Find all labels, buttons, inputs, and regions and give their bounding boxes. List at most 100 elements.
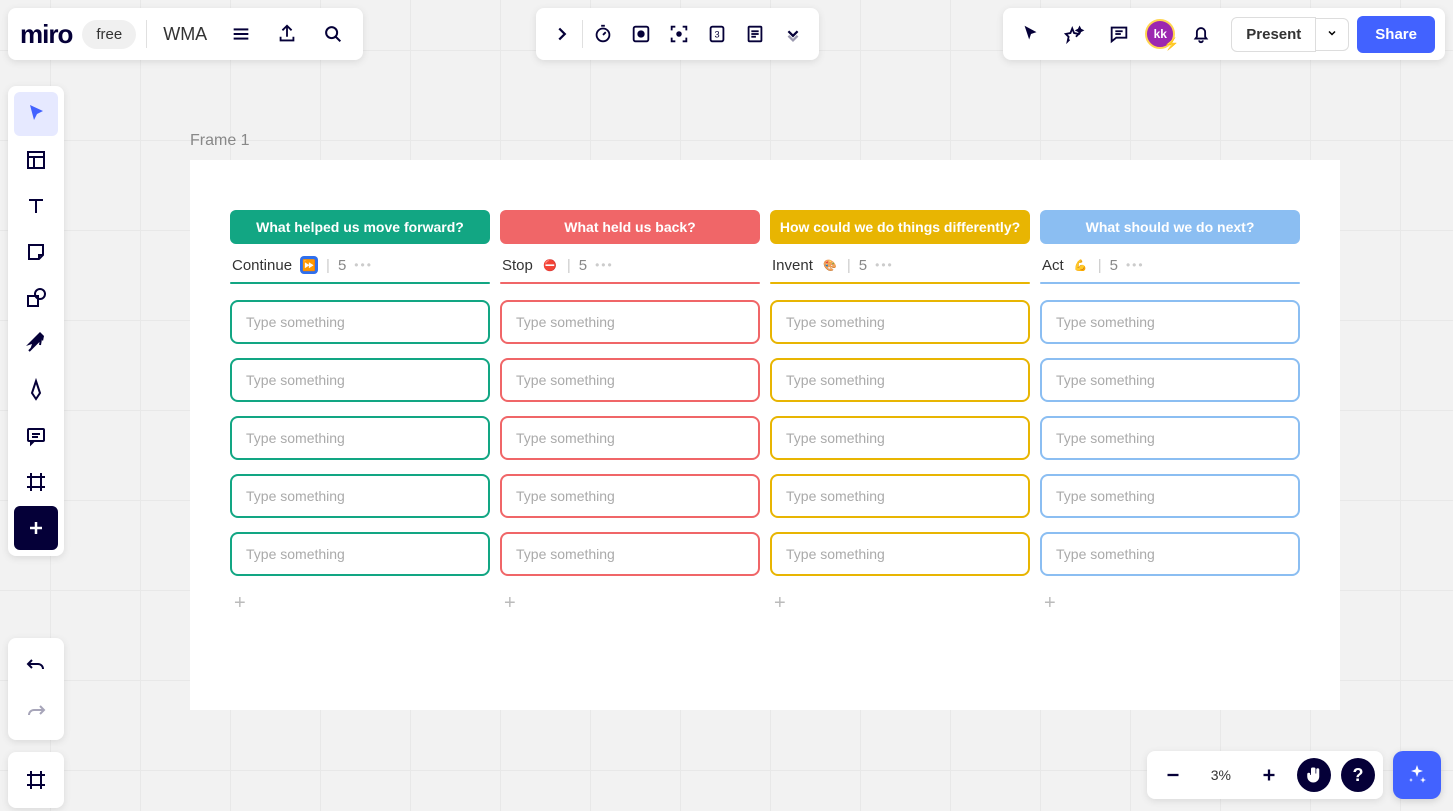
column-subheader[interactable]: Act💪|5••• [1040,244,1300,282]
estimation-icon[interactable]: 3 [699,16,735,52]
undo-button[interactable] [14,644,58,688]
retro-card[interactable]: Type something [1040,416,1300,460]
retro-card[interactable]: Type something [500,532,760,576]
template-tool[interactable] [14,138,58,182]
expand-icon[interactable] [544,16,580,52]
more-apps-icon[interactable] [775,16,811,52]
retro-card[interactable]: Type something [770,532,1030,576]
reactions-icon[interactable] [1057,16,1093,52]
search-icon[interactable] [315,16,351,52]
divider [146,20,147,48]
voting-icon[interactable] [623,16,659,52]
frame-tool[interactable] [14,460,58,504]
retro-card[interactable]: Type something [230,532,490,576]
svg-text:3: 3 [714,30,719,40]
add-card-button[interactable]: + [230,590,490,617]
sticky-tool[interactable] [14,230,58,274]
zoom-out-button[interactable] [1155,757,1191,793]
zoom-in-button[interactable] [1251,757,1287,793]
retro-columns: What helped us move forward?Continue⏩|5•… [230,210,1300,617]
frame-label[interactable]: Frame 1 [190,132,250,150]
pen-tool[interactable] [14,368,58,412]
retro-card[interactable]: Type something [230,358,490,402]
add-tool[interactable] [14,506,58,550]
notifications-icon[interactable] [1183,16,1219,52]
separator: | [326,257,330,274]
hand-tool-button[interactable] [1297,758,1331,792]
retro-card[interactable]: Type something [230,474,490,518]
arrow-tool[interactable] [14,322,58,366]
column-header[interactable]: How could we do things differently? [770,210,1030,244]
retro-card[interactable]: Type something [500,300,760,344]
present-button-group: Present [1231,17,1349,52]
share-button[interactable]: Share [1357,16,1435,53]
help-button[interactable]: ? [1341,758,1375,792]
menu-icon[interactable] [223,16,259,52]
topbar-left: miro free WMA [8,8,363,60]
retro-card[interactable]: Type something [770,358,1030,402]
shape-tool[interactable] [14,276,58,320]
retro-column: What held us back?Stop⛔|5•••Type somethi… [500,210,760,617]
retro-card[interactable]: Type something [230,300,490,344]
topbar-right: kk Present Share [1003,8,1445,60]
retro-card[interactable]: Type something [1040,532,1300,576]
plan-badge[interactable]: free [82,20,136,49]
present-dropdown[interactable] [1316,18,1349,51]
sidebar-frame-nav [8,752,64,808]
column-more-icon[interactable]: ••• [1126,258,1145,272]
column-emoji-icon: ⛔ [541,256,559,274]
separator: | [567,257,571,274]
text-tool[interactable] [14,184,58,228]
present-button[interactable]: Present [1231,17,1316,52]
column-more-icon[interactable]: ••• [875,258,894,272]
redo-button[interactable] [14,690,58,734]
retro-card[interactable]: Type something [500,416,760,460]
add-card-button[interactable]: + [1040,590,1300,617]
focus-icon[interactable] [661,16,697,52]
column-underline [1040,282,1300,284]
comment-tool[interactable] [14,414,58,458]
app-logo[interactable]: miro [20,19,72,50]
column-more-icon[interactable]: ••• [354,258,373,272]
user-avatar[interactable]: kk [1145,19,1175,49]
column-more-icon[interactable]: ••• [595,258,614,272]
retro-card[interactable]: Type something [230,416,490,460]
column-header[interactable]: What should we do next? [1040,210,1300,244]
retro-card[interactable]: Type something [770,474,1030,518]
retro-card[interactable]: Type something [500,358,760,402]
sidebar-history [8,638,64,740]
zoom-level[interactable]: 3% [1195,767,1247,783]
column-header[interactable]: What helped us move forward? [230,210,490,244]
retro-column: How could we do things differently?Inven… [770,210,1030,617]
retro-card[interactable]: Type something [770,416,1030,460]
comments-icon[interactable] [1101,16,1137,52]
add-card-button[interactable]: + [770,590,1030,617]
column-title: Invent [772,257,813,274]
retro-card[interactable]: Type something [500,474,760,518]
add-card-button[interactable]: + [500,590,760,617]
notes-icon[interactable] [737,16,773,52]
retro-card[interactable]: Type something [1040,300,1300,344]
board-name[interactable]: WMA [157,24,213,45]
retro-card[interactable]: Type something [1040,358,1300,402]
zoom-controls: 3% ? [1147,751,1383,799]
export-icon[interactable] [269,16,305,52]
retro-card[interactable]: Type something [770,300,1030,344]
column-title: Stop [502,257,533,274]
frames-list-icon[interactable] [14,758,58,802]
retro-card[interactable]: Type something [1040,474,1300,518]
topbar-center: 3 [536,8,819,60]
column-subheader[interactable]: Stop⛔|5••• [500,244,760,282]
frame-canvas[interactable]: What helped us move forward?Continue⏩|5•… [190,160,1340,710]
column-count: 5 [338,257,346,274]
timer-icon[interactable] [585,16,621,52]
column-underline [500,282,760,284]
column-title: Continue [232,257,292,274]
select-tool[interactable] [14,92,58,136]
column-header[interactable]: What held us back? [500,210,760,244]
column-subheader[interactable]: Continue⏩|5••• [230,244,490,282]
column-subheader[interactable]: Invent🎨|5••• [770,244,1030,282]
cursor-icon[interactable] [1013,16,1049,52]
column-count: 5 [1110,257,1118,274]
ai-assist-button[interactable] [1393,751,1441,799]
